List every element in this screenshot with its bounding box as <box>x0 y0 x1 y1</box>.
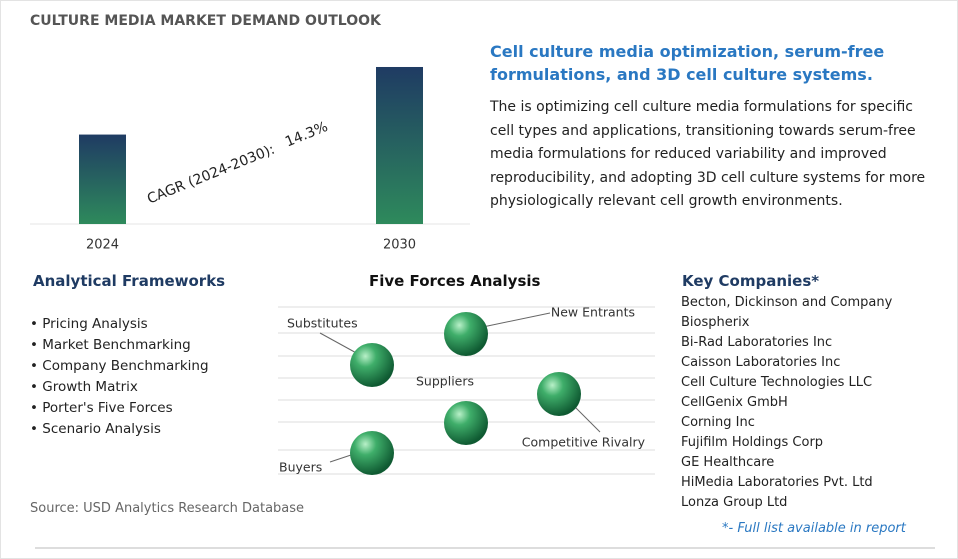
bar <box>79 134 126 224</box>
bullet: • <box>30 421 43 437</box>
list-item: • Growth Matrix <box>30 377 209 398</box>
cagr-label: CAGR (2024-2030): <box>145 142 277 208</box>
force-label: New Entrants <box>551 305 635 320</box>
five-forces-graphic <box>278 306 655 475</box>
item-text: HiMedia Laboratories Pvt. Ltd <box>681 475 873 490</box>
item-text: GE Healthcare <box>681 455 775 470</box>
companies-title: Key Companies* <box>682 272 820 290</box>
bullet: • <box>30 400 43 416</box>
list-item: • Market Benchmarking <box>30 335 209 356</box>
description: The is optimizing cell culture media for… <box>490 99 926 209</box>
frameworks-title: Analytical Frameworks <box>33 272 226 290</box>
item-text: Fujifilm Holdings Corp <box>681 435 824 450</box>
bar <box>376 66 423 224</box>
bullet: • <box>30 316 43 332</box>
item-text: Porter's Five Forces <box>42 400 173 416</box>
list-item: GE Healthcare <box>681 453 892 473</box>
companies-list: Becton, Dickinson and Company Biospherix B… <box>681 293 892 513</box>
source: Source: USD Analytics Research Database <box>30 501 305 516</box>
bullet: • <box>30 379 43 395</box>
list-item: • Company Benchmarking <box>30 356 209 377</box>
list-item: Caisson Laboratories Inc <box>681 353 892 373</box>
item-text: Growth Matrix <box>42 379 138 395</box>
item-text: Biospherix <box>681 315 750 330</box>
title: CULTURE MEDIA MARKET DEMAND OUTLOOK <box>30 13 382 29</box>
five-forces-title: Five Forces Analysis <box>369 272 541 290</box>
force-label: Substitutes <box>287 316 358 331</box>
list-item: • Pricing Analysis <box>30 314 209 335</box>
item-text: Market Benchmarking <box>42 337 191 353</box>
list-item: Cell Culture Technologies LLC <box>681 373 892 393</box>
list-item: HiMedia Laboratories Pvt. Ltd <box>681 473 892 493</box>
item-text: Lonza Group Ltd <box>681 495 788 510</box>
item-text: Scenario Analysis <box>42 421 161 437</box>
cagr-value: 14.3% <box>283 119 330 150</box>
item-text: Becton, Dickinson and Company <box>681 295 893 310</box>
bullet: • <box>30 358 43 374</box>
list-item: Becton, Dickinson and Company <box>681 293 892 313</box>
force-label: Suppliers <box>416 374 474 389</box>
list-item: Corning Inc <box>681 413 892 433</box>
companies-note: *- Full list available in report <box>722 521 906 536</box>
list-item: • Porter's Five Forces <box>30 398 209 419</box>
item-text: Bi-Rad Laboratories Inc <box>681 335 833 350</box>
list-item: Bi-Rad Laboratories Inc <box>681 333 892 353</box>
list-item: Lonza Group Ltd <box>681 493 892 513</box>
frameworks-list: • Pricing Analysis • Market Benchmarking •… <box>30 314 209 440</box>
list-item: • Scenario Analysis <box>30 419 209 440</box>
list-item: Biospherix <box>681 313 892 333</box>
force-label: Buyers <box>279 460 322 475</box>
bullet: • <box>30 337 43 353</box>
item-text: Company Benchmarking <box>42 358 209 374</box>
list-item: Fujifilm Holdings Corp <box>681 433 892 453</box>
item-text: Pricing Analysis <box>42 316 148 332</box>
list-item: CellGenix GmbH <box>681 393 892 413</box>
item-text: CellGenix GmbH <box>681 395 788 410</box>
x-tick-label: 2030 <box>383 238 416 253</box>
x-tick-label: 2024 <box>86 238 119 253</box>
item-text: Caisson Laboratories Inc <box>681 355 841 370</box>
item-text: Corning Inc <box>681 415 755 430</box>
item-text: Cell Culture Technologies LLC <box>681 375 873 390</box>
force-label: Competitive Rivalry <box>522 435 646 450</box>
headline: Cell culture media optimization, serum-f… <box>490 42 885 84</box>
